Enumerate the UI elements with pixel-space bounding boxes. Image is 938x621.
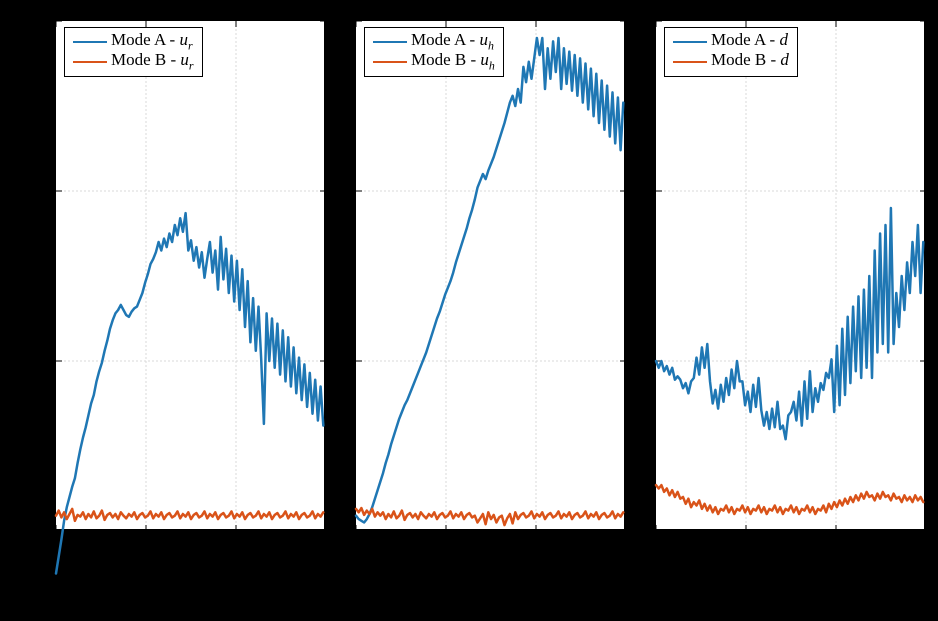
legend-item: Mode A - ur — [73, 32, 194, 52]
svg-text:0: 0 — [352, 535, 361, 555]
svg-text:30: 30 — [30, 11, 48, 31]
svg-text:1000: 1000 — [728, 535, 764, 555]
legend-item: Mode A - d — [673, 32, 789, 52]
svg-text:2000: 2000 — [218, 535, 254, 555]
x-axis-label-1: x1 (km) — [55, 563, 325, 590]
figure: err. (%) 01000200030000102030 Mode A - u… — [0, 0, 938, 621]
legend-swatch-b — [73, 61, 107, 64]
legend-swatch-b — [673, 61, 707, 64]
svg-text:10: 10 — [30, 351, 48, 371]
legend-item: Mode B - ur — [73, 52, 194, 72]
panel-uh: 0100020003000 Mode A - uh Mode B - uh — [355, 20, 625, 530]
svg-text:2000: 2000 — [518, 535, 554, 555]
legend-swatch-a — [73, 41, 107, 44]
x-axis-label-2: x1 (km) — [355, 563, 625, 590]
legend-swatch-a — [373, 41, 407, 44]
x-axis-label-3: x1 (km) — [655, 563, 925, 590]
plot-d: 0100020003000 — [656, 21, 926, 531]
plot-ur: 01000200030000102030 — [56, 21, 326, 531]
panel-ur: 01000200030000102030 Mode A - ur Mode B … — [55, 20, 325, 530]
svg-text:0: 0 — [39, 521, 48, 541]
svg-text:2000: 2000 — [818, 535, 854, 555]
svg-text:1000: 1000 — [128, 535, 164, 555]
legend-uh: Mode A - uh Mode B - uh — [364, 27, 504, 77]
legend-item: Mode B - uh — [373, 52, 495, 72]
svg-text:20: 20 — [30, 181, 48, 201]
svg-text:0: 0 — [652, 535, 661, 555]
svg-text:3000: 3000 — [908, 535, 938, 555]
plot-uh: 0100020003000 — [356, 21, 626, 531]
legend-swatch-a — [673, 41, 707, 44]
legend-item: Mode B - d — [673, 52, 789, 72]
svg-text:3000: 3000 — [308, 535, 344, 555]
legend-d: Mode A - d Mode B - d — [664, 27, 798, 77]
legend-swatch-b — [373, 61, 407, 64]
svg-text:3000: 3000 — [608, 535, 644, 555]
legend-ur: Mode A - ur Mode B - ur — [64, 27, 203, 77]
svg-text:1000: 1000 — [428, 535, 464, 555]
panel-d: 0100020003000 Mode A - d Mode B - d — [655, 20, 925, 530]
legend-item: Mode A - uh — [373, 32, 495, 52]
